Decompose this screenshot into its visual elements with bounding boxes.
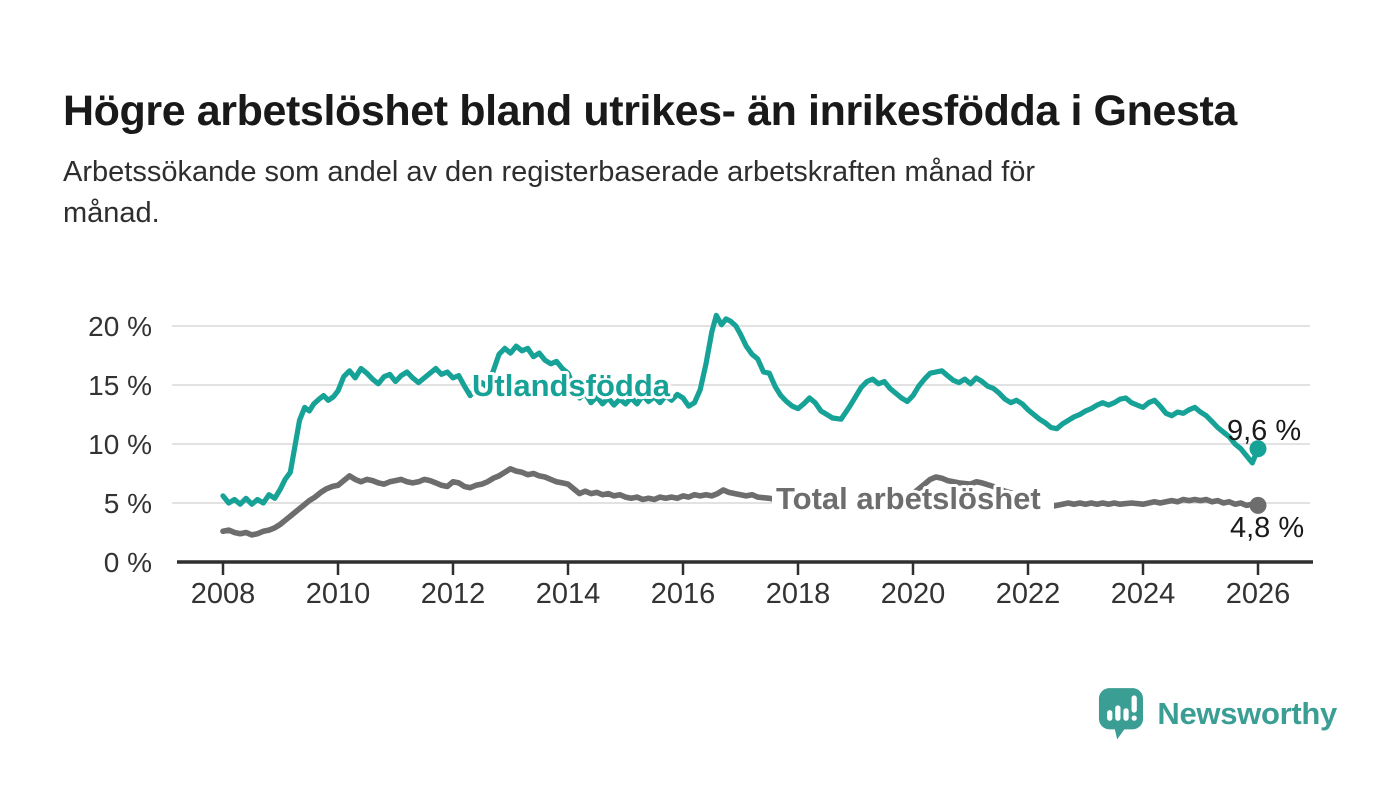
x-axis-tick-label: 2012 (421, 578, 486, 610)
end-value-label-utlandsfodda: 9,6 % (1227, 415, 1301, 447)
series-line-total (220, 465, 1261, 538)
series-line-utlandsfodda (220, 312, 1261, 507)
series-end-dot-utlandsfodda (1249, 440, 1267, 458)
x-axis-tick-label: 2018 (766, 578, 831, 610)
x-axis-tick-label: 2016 (651, 578, 716, 610)
series-layer (220, 312, 1267, 538)
end-value-label-total: 4,8 % (1230, 512, 1304, 544)
x-axis-tick-label: 2024 (1111, 578, 1176, 610)
y-axis-tick-label: 20 % (88, 311, 152, 342)
series-label-utlandsfodda: Utlandsfödda (472, 368, 671, 403)
x-axis-tick-label: 2026 (1226, 578, 1291, 610)
page-title: Högre arbetslöshet bland utrikes- än inr… (63, 86, 1237, 135)
chart-subtitle: Arbetssökande som andel av den registerb… (63, 152, 1303, 234)
y-axis-tick-label: 10 % (88, 429, 152, 460)
x-axis-tick-label: 2014 (536, 578, 601, 610)
brand-name: Newsworthy (1157, 696, 1337, 731)
newsworthy-brand: Newsworthy (1098, 686, 1337, 742)
y-axis-tick-label: 0 % (104, 547, 152, 578)
x-axis-tick-label: 2010 (306, 578, 371, 610)
series-label-total-arbetsloshet: Total arbetslöshet (776, 481, 1041, 516)
chart-subtitle-line2: månad. (63, 197, 160, 229)
y-axis-tick-label: 5 % (104, 488, 152, 519)
newsworthy-logo-icon (1099, 688, 1144, 740)
speech-bubble-shape (1099, 688, 1144, 740)
bar-chart-glyph (1107, 695, 1138, 721)
x-axis-tick-label: 2020 (881, 578, 946, 610)
series-end-dot-total (1249, 496, 1267, 514)
y-axis-tick-label: 15 % (88, 370, 152, 401)
x-axis-tick-label: 2008 (191, 578, 256, 610)
total-label-mask (772, 491, 1054, 515)
x-axis-tick-label: 2022 (996, 578, 1061, 610)
chart-subtitle-line1: Arbetssökande som andel av den registerb… (63, 156, 1036, 188)
grid-layer: 0 % 5 % 10 % 15 % 20 % 2008 2010 2012 2014 2016 20… (88, 311, 1313, 610)
